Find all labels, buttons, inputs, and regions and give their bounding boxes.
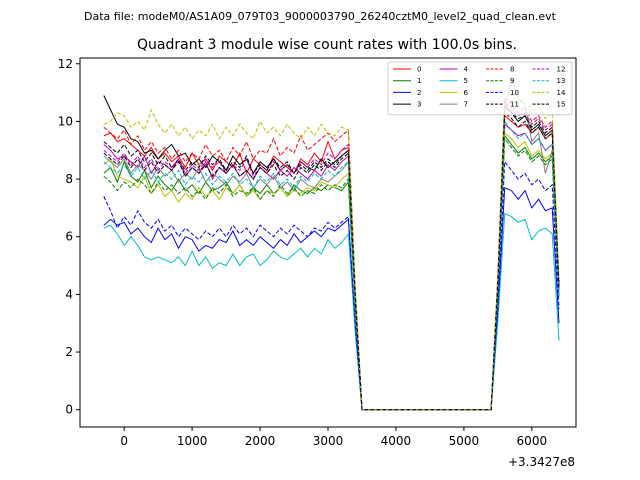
series-line-2 (103, 186, 560, 411)
legend-label-0: 0 (417, 66, 421, 74)
x-tick-label: 0 (120, 434, 128, 448)
series-line-12 (103, 99, 560, 411)
y-tick-label: 4 (65, 287, 73, 301)
series-lines (103, 76, 560, 411)
series-line-15 (103, 111, 560, 411)
file-name-subtitle: Data file: modeM0/AS1A09_079T03_90000037… (84, 10, 557, 23)
series-line-6 (103, 131, 560, 411)
legend-label-7: 7 (464, 101, 468, 109)
legend-label-6: 6 (464, 89, 469, 97)
legend-label-5: 5 (464, 77, 468, 85)
legend-label-11: 11 (510, 101, 519, 109)
legend-label-12: 12 (557, 66, 566, 74)
series-line-14 (103, 91, 560, 411)
x-offset-label: +3.3427e8 (508, 455, 575, 469)
legend-box (387, 61, 573, 116)
plot-frame (79, 57, 577, 428)
legend-label-10: 10 (510, 89, 519, 97)
legend-label-3: 3 (417, 101, 421, 109)
y-tick-label: 10 (58, 114, 73, 128)
legend-label-2: 2 (417, 89, 421, 97)
legend-label-14: 14 (557, 89, 566, 97)
legend-label-15: 15 (557, 101, 566, 109)
x-tick-label: 3000 (313, 434, 344, 448)
x-tick-label: 5000 (449, 434, 480, 448)
y-tick-label: 0 (65, 403, 73, 417)
chart-title: Quadrant 3 module wise count rates with … (137, 37, 517, 53)
x-tick-label: 4000 (381, 434, 412, 448)
y-tick-label: 2 (65, 345, 73, 359)
y-tick-label: 6 (65, 230, 73, 244)
series-line-5 (103, 212, 560, 411)
series-line-1 (103, 134, 560, 411)
x-tick-label: 6000 (517, 434, 548, 448)
series-line-3 (103, 95, 560, 411)
x-tick-label: 1000 (177, 434, 208, 448)
legend-label-8: 8 (510, 66, 514, 74)
legend-label-1: 1 (417, 77, 421, 85)
legend-label-13: 13 (557, 77, 566, 85)
y-tick-label: 8 (65, 172, 73, 186)
series-line-10 (103, 160, 560, 411)
legend-label-9: 9 (510, 77, 514, 85)
x-tick-label: 2000 (245, 434, 276, 448)
y-tick-label: 12 (58, 57, 73, 71)
series-line-8 (103, 97, 560, 411)
legend-label-4: 4 (464, 66, 469, 74)
